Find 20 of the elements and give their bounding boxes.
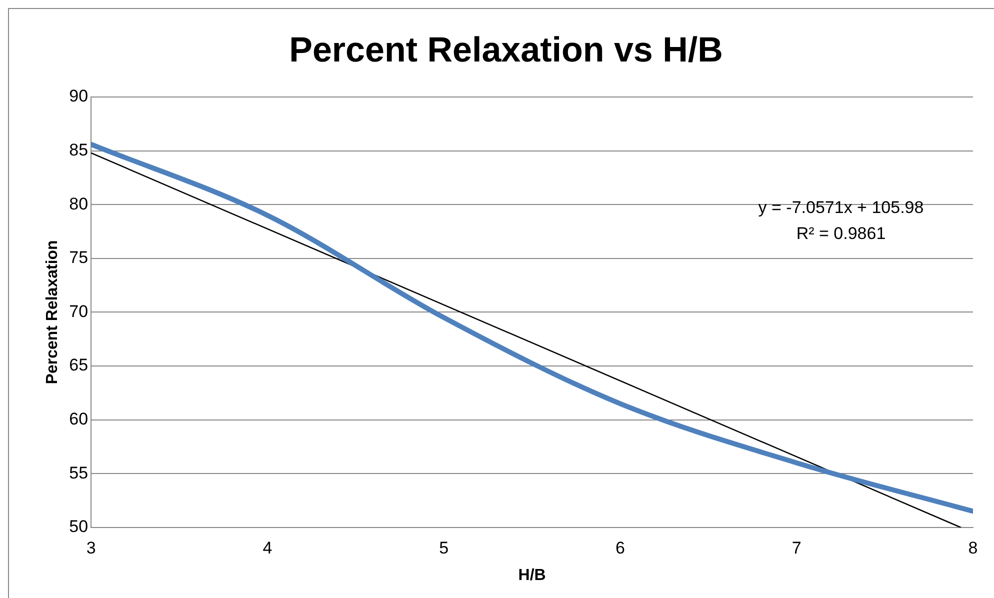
x-tick-label: 3	[86, 538, 96, 558]
y-tick-label: 90	[69, 86, 88, 106]
x-tick-label: 6	[616, 538, 625, 558]
y-tick-label: 60	[69, 409, 88, 428]
annotation: R² = 0.9861	[796, 224, 886, 244]
x-tick-label: 4	[262, 538, 272, 558]
annotation: y = -7.0571x + 105.98	[758, 198, 924, 218]
x-axis-title: H/B	[518, 566, 546, 584]
y-tick-label: 75	[69, 248, 88, 268]
y-tick-label: 50	[69, 517, 88, 536]
x-tick-label: 5	[439, 538, 449, 558]
x-tick-label: 7	[792, 538, 802, 558]
y-tick-label: 85	[69, 140, 88, 160]
y-tick-label: 70	[69, 302, 88, 321]
y-tick-label: 55	[69, 463, 88, 482]
chart-title: Percent Relaxation vs H/B	[289, 30, 723, 70]
y-tick-label: 80	[69, 194, 88, 214]
y-tick-label: 65	[69, 356, 88, 375]
x-tick-label: 8	[968, 538, 978, 558]
y-axis-title: Percent Relaxation	[44, 240, 62, 384]
